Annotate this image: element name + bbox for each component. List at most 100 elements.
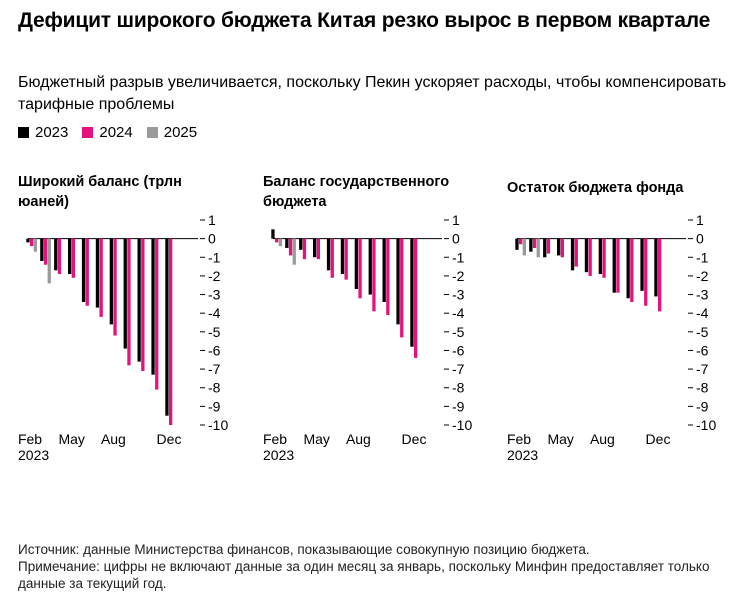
bar-fund-2023-apr <box>543 238 547 258</box>
chart-title: Дефицит широкого бюджета Китая резко выр… <box>18 9 711 32</box>
y-tick-label-fund: -4 <box>696 305 709 321</box>
bar-fund-2023-mar <box>529 238 533 252</box>
bar-state-2023-oct <box>382 238 386 302</box>
bar-broad-2023-jun <box>81 238 86 302</box>
y-tick-label-state: -3 <box>452 287 465 303</box>
panel-title-fund: Остаток бюджета фонда <box>507 180 684 196</box>
x-tick-label-state: Feb <box>263 431 287 447</box>
y-tick-label-broad: -9 <box>208 398 221 414</box>
bar-broad-2024-apr <box>57 238 62 275</box>
y-tick-label-state: -1 <box>452 249 465 265</box>
bar-broad-2023-dec <box>165 238 169 416</box>
bar-state-2023-jul <box>340 238 345 275</box>
bar-fund-2023-oct <box>626 238 630 299</box>
legend: 2023 2024 2025 <box>18 124 197 141</box>
bar-fund-2024-feb <box>519 238 523 245</box>
x-tick-label-state: May <box>303 431 329 447</box>
bar-state-2024-nov <box>400 238 404 338</box>
bar-state-2023-aug <box>354 238 358 289</box>
bar-fund-2024-apr <box>546 238 551 254</box>
footer-note: Примечание: цифры не включают данные за … <box>18 559 710 591</box>
legend-item-2025: 2025 <box>146 124 198 141</box>
bar-fund-2023-nov <box>640 238 644 291</box>
bar-fund-2024-sep <box>616 238 620 293</box>
y-tick-label-state: -7 <box>452 361 465 377</box>
y-tick-label-state: -9 <box>452 398 465 414</box>
bar-broad-2023-jul <box>95 238 100 308</box>
y-tick-label-fund: -2 <box>696 268 709 284</box>
bar-state-2024-may <box>316 238 320 260</box>
bar-fund-2024-mar <box>532 238 537 248</box>
bar-broad-2023-sep <box>123 238 127 349</box>
y-tick-label-state: -8 <box>452 380 465 396</box>
x-tick-label-broad: Feb <box>18 431 42 447</box>
bar-state-2023-mar <box>285 238 289 248</box>
y-tick-label-fund: -8 <box>696 380 709 396</box>
y-tick-label-state: -5 <box>452 324 465 340</box>
y-tick-label-fund: -1 <box>696 249 709 265</box>
x-tick-label-fund: Aug <box>590 431 615 447</box>
y-tick-label-broad: 1 <box>208 212 216 228</box>
y-tick-label-state: 0 <box>452 231 460 247</box>
bar-state-2024-jun <box>330 238 334 278</box>
y-tick-label-fund: -7 <box>696 361 709 377</box>
bar-fund-2025-feb <box>522 238 526 256</box>
bar-broad-2024-jul <box>99 238 103 317</box>
x-tick-label-fund: Dec <box>646 431 671 447</box>
bar-state-2024-aug <box>358 238 362 299</box>
y-tick-label-fund: 0 <box>696 231 704 247</box>
bar-broad-2023-feb <box>26 238 30 243</box>
panel-title-state: Баланс государственного бюджета <box>263 174 450 210</box>
panel-title-broad: Широкий баланс (трлн юаней) <box>18 174 182 210</box>
bar-broad-2023-aug <box>109 238 113 325</box>
bar-broad-2024-jun <box>85 238 89 306</box>
bar-fund-2023-sep <box>612 238 616 293</box>
y-tick-label-broad: -2 <box>208 268 221 284</box>
legend-swatch-2024 <box>82 127 94 138</box>
y-tick-label-broad: -3 <box>208 287 221 303</box>
x-tick-label-fund: Feb <box>507 431 531 447</box>
y-tick-label-broad: 0 <box>208 231 216 247</box>
bar-broad-2024-feb <box>30 238 34 247</box>
bar-state-2025-feb <box>278 238 282 247</box>
bar-fund-2024-oct <box>630 238 634 302</box>
y-tick-label-state: -2 <box>452 268 465 284</box>
x-tick-label-fund: May <box>547 431 573 447</box>
bar-fund-2023-jul <box>584 238 589 273</box>
bar-fund-2023-jun <box>570 238 575 271</box>
y-tick-label-broad: -6 <box>208 342 221 358</box>
chart-subtitle: Бюджетный разрыв увеличивается, поскольк… <box>18 74 727 113</box>
bar-state-2023-sep <box>368 238 372 295</box>
y-tick-label-fund: -6 <box>696 342 709 358</box>
legend-item-2023: 2023 <box>18 124 68 141</box>
bar-state-2023-apr <box>299 238 303 250</box>
y-tick-label-state: -6 <box>452 342 465 358</box>
y-tick-label-broad: -10 <box>208 417 228 433</box>
bar-fund-2024-jun <box>574 238 578 267</box>
footer: Источник: данные Министерства финансов, … <box>18 541 738 592</box>
y-tick-label-fund: -5 <box>696 324 709 340</box>
bar-broad-2024-aug <box>113 238 117 336</box>
x-tick-label-broad: Aug <box>101 431 126 447</box>
legend-label-2025: 2025 <box>163 124 198 141</box>
x-year-label-fund: 2023 <box>507 447 538 463</box>
x-tick-label-broad: Dec <box>157 431 182 447</box>
y-tick-label-state: -10 <box>452 417 472 433</box>
bar-broad-2025-mar <box>47 238 51 284</box>
bar-fund-2024-dec <box>658 238 662 312</box>
x-year-label-state: 2023 <box>263 447 294 463</box>
bar-fund-2023-aug <box>598 238 602 275</box>
legend-swatch-2023 <box>18 127 29 138</box>
bar-state-2023-nov <box>396 238 400 325</box>
bar-state-2024-sep <box>372 238 376 312</box>
bar-broad-2024-dec <box>169 238 173 425</box>
bar-fund-2023-feb <box>515 238 519 250</box>
bar-fund-2023-may <box>557 238 561 256</box>
bar-state-2024-dec <box>414 238 418 358</box>
y-tick-label-broad: -5 <box>208 324 221 340</box>
bar-state-2024-oct <box>386 238 390 316</box>
bar-broad-2023-apr <box>54 238 58 271</box>
bar-state-2024-feb <box>275 238 279 243</box>
y-tick-label-fund: 1 <box>696 212 704 228</box>
